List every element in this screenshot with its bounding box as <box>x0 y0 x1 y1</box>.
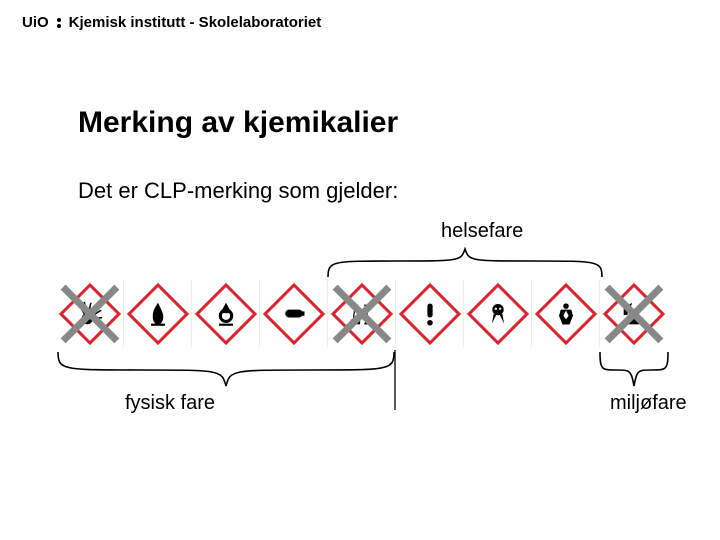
corrosive-icon <box>344 296 380 332</box>
pictogram-corrosive <box>328 280 396 348</box>
explosive-icon <box>72 296 108 332</box>
uio-logo-text: UiO <box>22 14 49 31</box>
gas-cylinder-icon <box>276 296 312 332</box>
label-environmental: miljøfare <box>610 392 687 415</box>
page-title: Merking av kjemikalier <box>78 106 398 140</box>
connector-health-vertical <box>394 350 396 410</box>
pictogram-row <box>56 280 668 348</box>
label-physical: fysisk fare <box>125 392 215 415</box>
pictogram-oxidizing <box>192 280 260 348</box>
environment-icon <box>616 296 652 332</box>
bracket-physical <box>56 350 396 388</box>
pictogram-explosive <box>56 280 124 348</box>
pictogram-health-hazard <box>532 280 600 348</box>
pictogram-exclamation <box>396 280 464 348</box>
oxidizing-icon <box>208 296 244 332</box>
header: UiO Kjemisk institutt - Skolelaboratorie… <box>22 14 321 31</box>
bracket-environment <box>598 350 670 388</box>
label-health: helsefare <box>441 220 523 243</box>
pictogram-toxic <box>464 280 532 348</box>
pictogram-environment <box>600 280 668 348</box>
pictogram-gas-cylinder <box>260 280 328 348</box>
bracket-health <box>326 247 604 279</box>
page-subtitle: Det er CLP-merking som gjelder: <box>78 178 398 204</box>
exclamation-icon <box>412 296 448 332</box>
pictogram-flammable <box>124 280 192 348</box>
health-hazard-icon <box>548 296 584 332</box>
header-title: Kjemisk institutt - Skolelaboratoriet <box>69 14 322 31</box>
flammable-icon <box>140 296 176 332</box>
toxic-icon <box>480 296 516 332</box>
uio-logo-dots-icon <box>57 18 61 28</box>
